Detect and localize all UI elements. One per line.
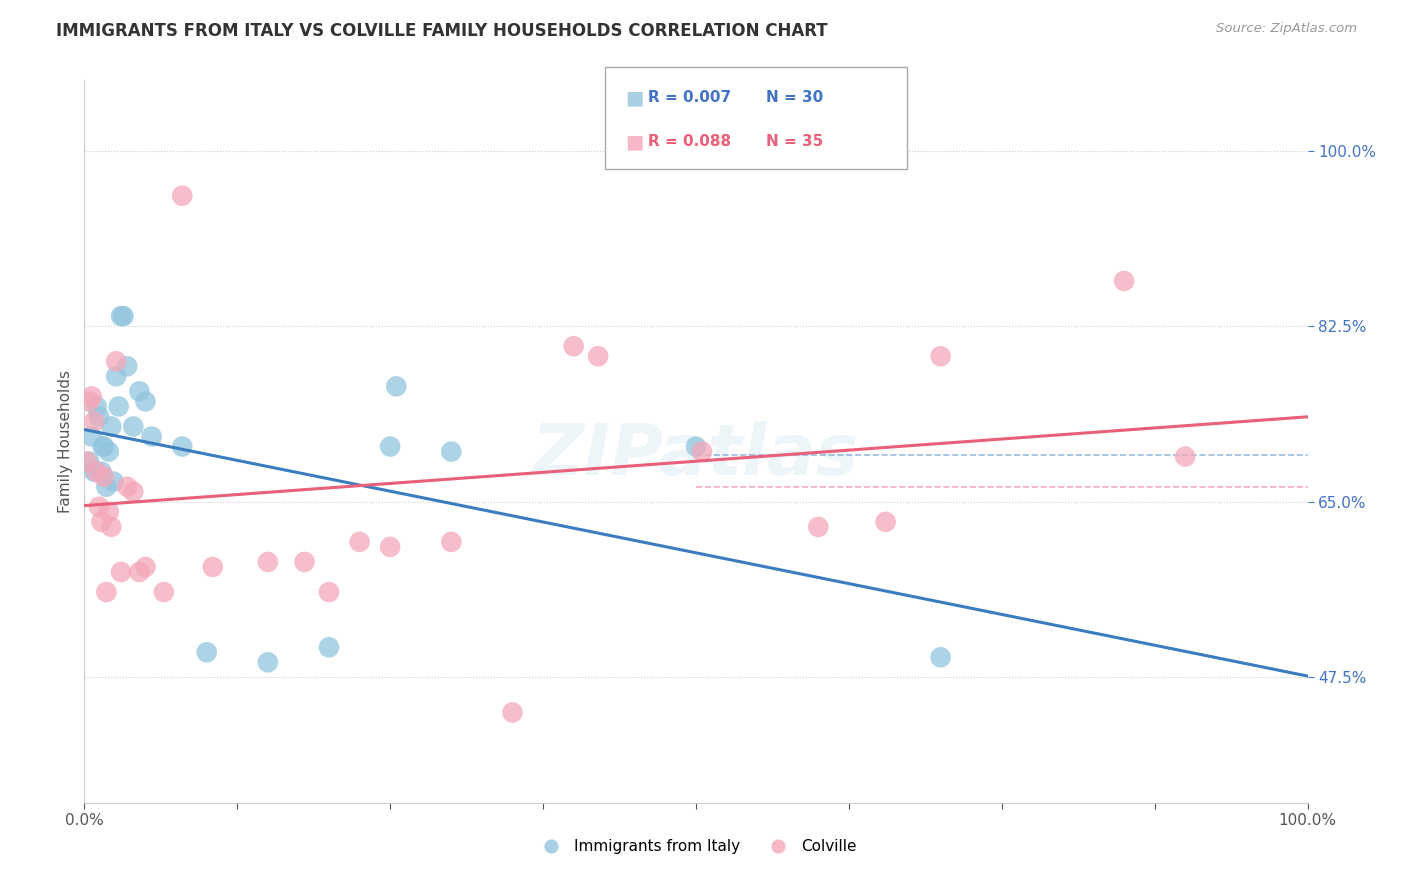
Point xyxy=(97,505,120,519)
Point xyxy=(110,309,132,323)
Point xyxy=(77,394,100,409)
Point xyxy=(153,585,176,599)
Point xyxy=(1174,450,1197,464)
Point xyxy=(380,540,402,554)
Text: ■: ■ xyxy=(626,88,644,107)
Point xyxy=(586,349,609,363)
Point xyxy=(100,520,122,534)
Point xyxy=(195,645,218,659)
Point xyxy=(929,650,952,665)
Point xyxy=(128,565,150,579)
Point xyxy=(141,429,163,443)
Point xyxy=(80,429,103,443)
Point xyxy=(107,400,129,414)
Point xyxy=(135,560,157,574)
Point xyxy=(562,339,585,353)
Point xyxy=(115,480,138,494)
Point xyxy=(690,444,713,458)
Point xyxy=(440,535,463,549)
Point xyxy=(90,515,112,529)
Text: IMMIGRANTS FROM ITALY VS COLVILLE FAMILY HOUSEHOLDS CORRELATION CHART: IMMIGRANTS FROM ITALY VS COLVILLE FAMILY… xyxy=(56,22,828,40)
Text: ZIPatlas: ZIPatlas xyxy=(533,422,859,491)
Point xyxy=(135,394,157,409)
Text: N = 35: N = 35 xyxy=(766,134,824,149)
Point xyxy=(257,655,280,669)
Point xyxy=(105,369,128,384)
Point xyxy=(80,389,103,403)
Point xyxy=(103,475,125,489)
Point xyxy=(96,480,118,494)
Point xyxy=(122,484,145,499)
Point xyxy=(86,400,108,414)
Point xyxy=(96,585,118,599)
Point xyxy=(929,349,952,363)
Point xyxy=(349,535,371,549)
Point xyxy=(86,465,108,479)
Point xyxy=(76,455,98,469)
Point xyxy=(83,414,105,428)
Point xyxy=(201,560,224,574)
Point xyxy=(875,515,897,529)
Text: N = 30: N = 30 xyxy=(766,90,824,105)
Point xyxy=(318,585,340,599)
Legend: Immigrants from Italy, Colville: Immigrants from Italy, Colville xyxy=(530,833,862,860)
Point xyxy=(440,444,463,458)
Point xyxy=(318,640,340,655)
Point xyxy=(91,440,114,454)
Point xyxy=(105,354,128,368)
Point xyxy=(172,440,194,454)
Point xyxy=(112,309,135,323)
Point xyxy=(115,359,138,374)
Point xyxy=(1114,274,1136,288)
Point xyxy=(807,520,830,534)
Point xyxy=(502,706,524,720)
Point xyxy=(97,444,120,458)
Point xyxy=(87,409,110,424)
Y-axis label: Family Households: Family Households xyxy=(58,370,73,513)
Point xyxy=(83,465,105,479)
Point xyxy=(685,440,707,454)
Point xyxy=(122,419,145,434)
Point xyxy=(93,440,115,454)
Point xyxy=(90,465,112,479)
Point xyxy=(87,500,110,514)
Point xyxy=(380,440,402,454)
Text: R = 0.007: R = 0.007 xyxy=(648,90,731,105)
Text: ■: ■ xyxy=(626,132,644,151)
Point xyxy=(257,555,280,569)
Point xyxy=(385,379,408,393)
Point xyxy=(93,469,115,483)
Point xyxy=(294,555,316,569)
Point xyxy=(110,565,132,579)
Point xyxy=(128,384,150,399)
Text: Source: ZipAtlas.com: Source: ZipAtlas.com xyxy=(1216,22,1357,36)
Text: R = 0.088: R = 0.088 xyxy=(648,134,731,149)
Point xyxy=(77,455,100,469)
Point xyxy=(100,419,122,434)
Point xyxy=(172,188,194,202)
